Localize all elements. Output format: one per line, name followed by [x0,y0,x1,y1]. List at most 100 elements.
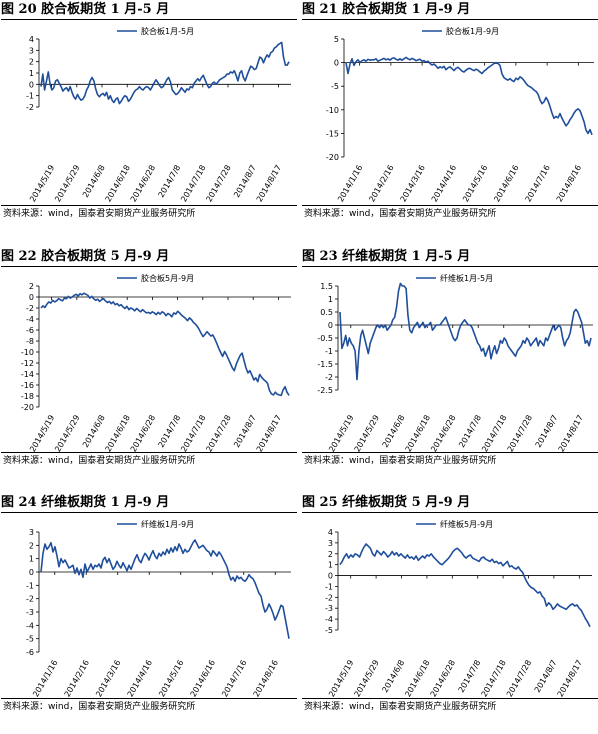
y-tick-label: 2 [328,550,333,559]
x-tick-label: 2014/5/29 [53,164,81,204]
series-line [40,539,290,639]
y-tick-label: 2 [29,58,34,67]
y-tick-label: -2 [325,373,333,382]
x-tick-label: 2014/8/7 [533,659,559,695]
x-tick-label: 2014/8/7 [534,414,560,450]
y-tick-label: -5 [325,626,333,635]
x-tick-label: 2014/7/18 [179,164,207,204]
y-tick-label: 1 [328,295,333,304]
y-tick-label: 5 [334,35,339,44]
chart-source: 资料来源：wind，国泰君安期货产业服务研究所 [1,452,297,469]
x-tick-label: 2014/6/18 [104,414,132,453]
x-tick-label: 2014/7/16 [524,164,552,204]
x-tick-label: 2014/7/8 [157,414,183,450]
x-tick-label: 2014/8/17 [556,659,584,699]
series-line [40,292,290,397]
chart-panel-23: 图 23 纤维板期货 1 月-5 月 -2.5 -2 -1.5 -1 -0.5 0 0.5 1… [302,247,598,488]
chart-title: 图 25 纤维板期货 5 月-9 月 [302,493,598,513]
legend-label: 纤维板1月-9月 [141,519,194,529]
x-tick-label: 2014/2/16 [367,164,395,204]
x-tick-label: 2014/1/16 [336,164,364,204]
y-tick-label: -4 [26,621,34,630]
x-tick-label: 2014/5/29 [53,414,81,453]
legend-label: 胶合板5月-9月 [141,273,194,283]
chart-panel-24: 图 24 纤维板期货 1 月-9 月 -6 -5 -4 -3 -2 -1 0 1 2 3 2014/… [1,493,297,734]
x-tick-label: 2014/7/18 [179,414,207,453]
legend-label: 纤维板1月-5月 [440,273,493,283]
legend-label: 胶合板1月-9月 [446,26,499,36]
x-tick-label: 2014/8/16 [555,164,583,204]
x-tick-label: 2014/5/19 [28,164,56,204]
x-tick-label: 2014/7/8 [457,659,483,695]
y-tick-label: -2 [26,304,34,313]
x-tick-label: 2014/6/18 [403,659,431,699]
x-tick-label: 2014/6/16 [189,659,217,699]
y-tick-label: -0.5 [317,334,333,343]
y-tick-label: -20 [21,403,34,412]
line-chart-21: -20 -15 -10 -5 0 5 2014/1/16 2014/2/16 2014/3/16… [326,26,594,204]
chart-title: 图 24 纤维板期货 1 月-9 月 [1,493,297,513]
x-tick-label: 2014/8/7 [232,414,258,450]
y-tick-label: -1 [26,92,34,101]
x-tick-label: 2014/6/18 [104,164,132,204]
chart-source: 资料来源：wind，国泰君安期货产业服务研究所 [302,205,598,222]
y-tick-label: 0.5 [320,308,333,317]
x-tick-label: 2014/5/19 [327,414,355,453]
x-tick-label: 2014/4/16 [430,164,458,204]
x-tick-label: 2014/6/8 [81,164,107,200]
y-tick-label: -5 [26,635,34,644]
x-tick-label: 2014/7/28 [204,414,232,453]
y-tick-label: 2 [29,282,34,291]
y-tick-label: -1 [26,581,34,590]
y-tick-label: -2 [26,103,34,112]
x-tick-label: 2014/7/28 [506,414,534,453]
chart-source: 资料来源：wind，国泰君安期货产业服务研究所 [1,698,297,715]
y-tick-label: -2 [26,595,34,604]
y-tick-label: -4 [26,315,34,324]
x-tick-label: 2014/6/8 [380,659,406,695]
series-line [339,282,592,381]
y-tick-label: 3 [328,539,333,548]
x-tick-label: 2014/8/7 [232,164,258,200]
y-tick-label: 3 [29,46,34,55]
x-tick-label: 2014/7/28 [505,659,533,699]
chart-panel-21: 图 21 胶合板期货 1 月-9 月 -20 -15 -10 -5 0 5 2014/1/1… [302,0,598,241]
x-tick-label: 2014/7/18 [480,659,508,699]
x-tick-label: 2014/6/8 [381,414,407,450]
chart-panel-22: 图 22 胶合板期货 5 月-9 月 -20 -18 -16 -14 -12 -10 -8-… [1,247,297,488]
y-tick-label: -2 [325,593,333,602]
x-tick-label: 2014/8/17 [557,414,585,453]
line-chart-24: -6 -5 -4 -3 -2 -1 0 1 2 3 2014/1/16 2014/2/16 2014/3… [26,519,291,699]
y-tick-label: 0 [328,572,333,581]
y-tick-label: 1 [29,69,34,78]
x-tick-label: 2014/1/16 [31,659,59,699]
y-tick-label: -1.5 [317,360,333,369]
x-tick-label: 2014/3/16 [399,164,427,204]
x-tick-label: 2014/5/16 [157,659,185,699]
x-tick-label: 2014/8/16 [252,659,280,699]
y-tick-label: -2.5 [317,386,333,395]
y-tick-label: 1.5 [320,282,333,291]
chart-panel-20: 图 20 胶合板期货 1 月-5 月 -2 -1 0 1 2 3 4 2014/5/19 201… [1,0,297,241]
chart-panel-25: 图 25 纤维板期货 5 月-9 月 -5 -4 -3 -2 -1 0 1 2 3 4 2014/5… [302,493,598,734]
x-tick-label: 2014/4/16 [126,659,154,699]
y-tick-label: 2 [29,541,34,550]
x-tick-label: 2014/5/16 [461,164,489,204]
chart-source: 资料来源：wind，国泰君安期货产业服务研究所 [302,698,598,715]
y-tick-label: -6 [26,648,34,657]
x-tick-label: 2014/6/16 [492,164,520,204]
y-tick-label: -8 [26,337,34,346]
y-tick-label: -4 [325,615,333,624]
y-tick-label: -15 [326,129,339,138]
chart-title: 图 22 胶合板期货 5 月-9 月 [1,247,297,267]
y-tick-label: 1 [328,561,333,570]
x-tick-label: 2014/7/8 [157,164,183,200]
y-tick-label: 1 [29,555,34,564]
chart-source: 资料来源：wind，国泰君安期货产业服务研究所 [302,452,598,469]
legend-label: 纤维板5月-9月 [440,519,493,529]
x-tick-label: 2014/5/19 [28,414,56,453]
x-tick-label: 2014/5/19 [327,659,355,699]
line-chart-22: -20-18-16-14-12-10-8-6-4-2022014/5/19201… [21,273,291,453]
